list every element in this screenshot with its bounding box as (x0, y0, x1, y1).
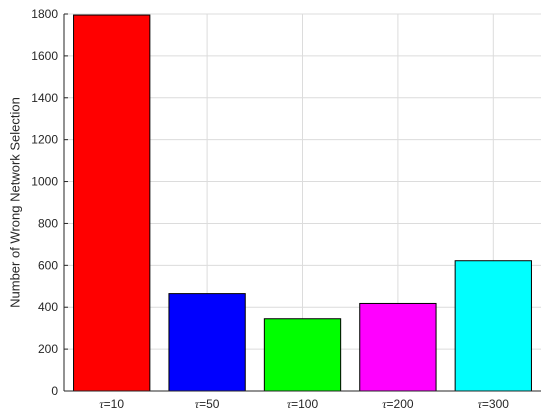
y-tick-label: 1000 (31, 175, 58, 189)
bar (454, 260, 532, 392)
x-tick-label: τ=300 (478, 397, 510, 411)
bar (168, 293, 246, 392)
y-tick-label: 800 (38, 216, 58, 230)
y-tick-labels: 0 200 400 600 800 1000 1200 1400 1600 1800 (31, 7, 58, 398)
x-tick-label: τ=50 (195, 397, 220, 411)
y-tick-label: 1600 (31, 49, 58, 63)
bar (73, 14, 151, 392)
y-axis-label: Number of Wrong Network Selection (7, 97, 22, 308)
y-tick-label: 0 (51, 384, 58, 398)
axes (63, 14, 541, 392)
y-tick-label: 200 (38, 342, 58, 356)
x-tick-label: τ=100 (287, 397, 319, 411)
y-tick-label: 600 (38, 258, 58, 272)
y-tick-label: 400 (38, 300, 58, 314)
x-tick-label: τ=10 (99, 397, 124, 411)
x-tick-label: τ=200 (382, 397, 414, 411)
bars (73, 14, 532, 392)
bar (359, 302, 437, 392)
x-tick-labels: τ=10 τ=50 τ=100 τ=200 τ=300 (99, 397, 509, 411)
y-tick-label: 1800 (31, 7, 58, 21)
bar (263, 318, 342, 392)
y-tick-label: 1200 (31, 133, 58, 147)
y-tick-label: 1400 (31, 91, 58, 105)
